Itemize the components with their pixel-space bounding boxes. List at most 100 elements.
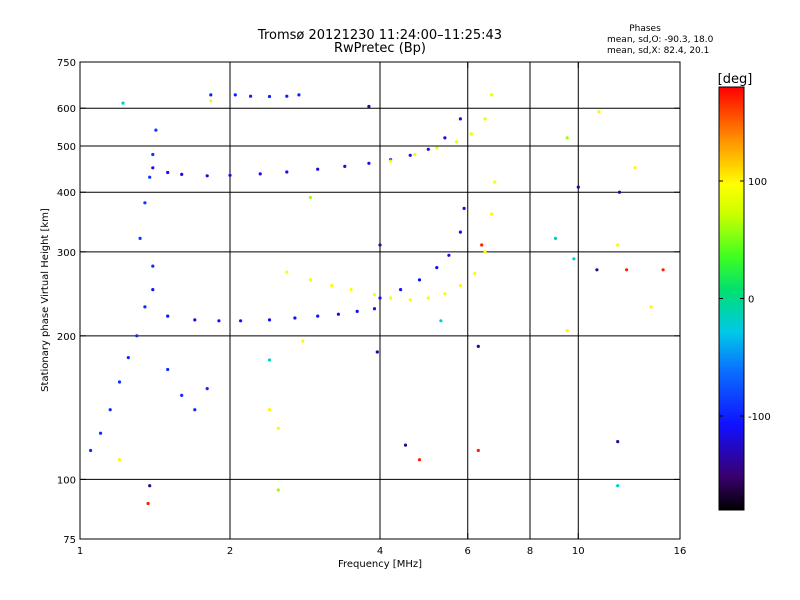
data-point: [649, 305, 653, 309]
data-point: [285, 270, 289, 274]
data-point: [143, 201, 147, 205]
data-point: [597, 110, 601, 114]
data-point: [426, 296, 430, 300]
data-point: [143, 305, 147, 309]
data-point: [455, 140, 459, 144]
y-tick-label: 75: [63, 535, 76, 546]
phases-info-title: Phases: [629, 24, 661, 34]
data-point: [372, 293, 377, 297]
data-point: [276, 488, 280, 492]
colorbar-tick-label: -100: [748, 412, 771, 423]
data-point: [193, 408, 197, 412]
data-point: [285, 94, 289, 98]
data-point: [180, 393, 184, 397]
plot-area: 1 2 4 6 8 10 16 75 100 200 300 400 500 600 750: [57, 58, 686, 557]
x-axis-label: Frequency [MHz]: [338, 559, 422, 570]
axis-ticks: 1 2 4 6 8 10 16 75 100 200 300 400 500 600 750: [57, 58, 686, 557]
data-point: [616, 243, 620, 247]
data-point: [151, 264, 155, 268]
y-tick-label: 600: [57, 104, 76, 115]
data-point: [480, 243, 484, 247]
data-point: [375, 350, 379, 354]
y-axis-label: Stationary phase Virtual Height [km]: [40, 208, 51, 392]
data-point: [458, 230, 462, 234]
colorbar-ticks: 100 0 -100: [719, 177, 771, 423]
data-point: [493, 180, 497, 184]
data-point: [367, 104, 371, 109]
y-tick-label: 750: [57, 58, 76, 69]
y-tick-label: 500: [57, 142, 76, 153]
data-point: [473, 272, 477, 276]
colorbar-label: [deg]: [718, 72, 753, 87]
data-point: [572, 257, 576, 261]
data-point: [148, 484, 152, 488]
data-point: [151, 152, 155, 157]
data-point: [126, 356, 130, 360]
data-point: [316, 167, 320, 171]
data-point: [462, 206, 466, 210]
data-point: [316, 314, 320, 318]
y-tick-label: 100: [57, 475, 76, 486]
data-point: [426, 147, 430, 151]
data-point: [217, 319, 221, 323]
data-point: [138, 236, 142, 240]
data-point: [403, 443, 408, 447]
data-point: [205, 174, 209, 178]
data-point: [121, 101, 125, 105]
data-point: [553, 236, 558, 240]
data-point: [595, 268, 599, 272]
data-point: [151, 166, 155, 170]
data-point: [89, 448, 93, 453]
x-tick-label: 2: [227, 546, 233, 557]
data-point: [483, 117, 487, 121]
colorbar-tick-label: 100: [748, 177, 767, 188]
data-point: [276, 426, 280, 430]
data-point: [417, 458, 422, 462]
x-tick-label: 10: [572, 546, 585, 557]
phases-info-x-mode: mean, sd,X: 82.4, 20.1: [607, 46, 709, 56]
data-point: [443, 136, 447, 140]
data-point: [293, 316, 297, 320]
x-tick-label: 8: [527, 546, 533, 557]
data-point: [135, 334, 139, 338]
data-point: [490, 93, 494, 97]
data-point: [417, 278, 422, 282]
data-point: [209, 93, 213, 97]
data-point: [576, 185, 580, 189]
data-point: [378, 243, 382, 247]
data-point: [408, 298, 412, 302]
data-point: [661, 268, 665, 272]
data-point: [458, 117, 462, 121]
data-point: [616, 440, 620, 444]
data-point: [389, 296, 393, 300]
colorbar: [deg] 100 0 -100: [718, 72, 771, 511]
y-tick-label: 200: [57, 332, 76, 343]
data-point: [476, 448, 480, 453]
data-point: [343, 164, 347, 168]
colorbar-tick-label: 0: [748, 295, 754, 306]
data-point: [399, 288, 403, 292]
data-point: [435, 266, 439, 270]
data-point: [146, 501, 150, 506]
chart-subtitle: RwPretec (Bp): [334, 41, 426, 56]
y-tick-label: 300: [57, 248, 76, 259]
data-point: [267, 318, 272, 322]
x-tick-label: 4: [377, 546, 383, 557]
data-point: [249, 94, 253, 98]
data-point: [389, 159, 393, 163]
data-point: [483, 250, 487, 254]
data-point: [447, 253, 451, 257]
data-point: [476, 344, 480, 348]
data-point: [633, 166, 637, 170]
data-point: [209, 99, 213, 103]
chart-title: Tromsø 20121230 11:24:00–11:25:43: [257, 28, 502, 43]
data-point: [408, 153, 412, 157]
data-point: [267, 358, 272, 362]
data-point: [205, 387, 209, 391]
data-point: [166, 314, 170, 318]
data-point: [180, 172, 184, 176]
data-point: [308, 195, 312, 200]
data-point: [413, 152, 417, 157]
x-tick-label: 6: [465, 546, 471, 557]
